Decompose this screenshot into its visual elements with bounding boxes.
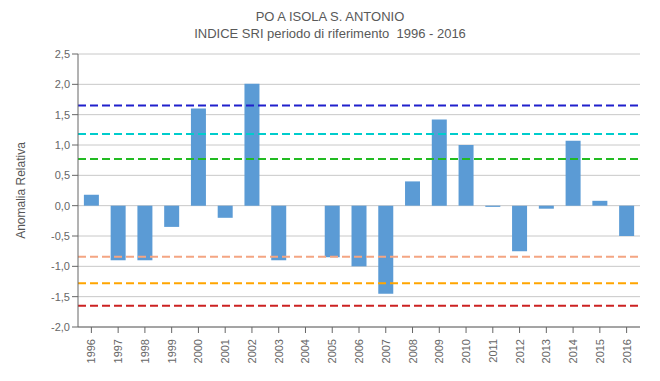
svg-text:2002: 2002 bbox=[246, 339, 258, 363]
svg-text:2016: 2016 bbox=[621, 339, 633, 363]
svg-text:2011: 2011 bbox=[487, 339, 499, 363]
svg-text:2009: 2009 bbox=[433, 339, 445, 363]
html-text:PO A ISOLA S. ANTONIO: PO A ISOLA S. ANTONIO bbox=[255, 9, 405, 24]
svg-text:2007: 2007 bbox=[380, 339, 392, 363]
svg-text:1999: 1999 bbox=[166, 339, 178, 363]
svg-text:2001: 2001 bbox=[219, 339, 231, 363]
svg-text:Anomalia Relativa: Anomalia Relativa bbox=[14, 142, 28, 239]
svg-text:2006: 2006 bbox=[353, 339, 365, 363]
svg-text:2003: 2003 bbox=[273, 339, 285, 363]
svg-text:2012: 2012 bbox=[514, 339, 526, 363]
svg-text:-0,5: -0,5 bbox=[51, 230, 70, 242]
svg-text:2004: 2004 bbox=[299, 339, 311, 363]
svg-text:-1,0: -1,0 bbox=[51, 260, 70, 272]
svg-text:1998: 1998 bbox=[139, 339, 151, 363]
svg-text:2,0: 2,0 bbox=[55, 78, 70, 90]
svg-text:1997: 1997 bbox=[112, 339, 124, 363]
svg-text:2000: 2000 bbox=[192, 339, 204, 363]
svg-text:2013: 2013 bbox=[540, 339, 552, 363]
svg-text:2014: 2014 bbox=[567, 339, 579, 363]
html-text:INDICE SRI periodo di riferime: INDICE SRI periodo di riferimento 1996 -… bbox=[194, 26, 466, 41]
svg-text:2015: 2015 bbox=[594, 339, 606, 363]
svg-text:2008: 2008 bbox=[407, 339, 419, 363]
svg-text:-2,0: -2,0 bbox=[51, 321, 70, 333]
svg-text:1,5: 1,5 bbox=[55, 109, 70, 121]
svg-text:1996: 1996 bbox=[85, 339, 97, 363]
svg-text:0,5: 0,5 bbox=[55, 169, 70, 181]
svg-text:2010: 2010 bbox=[460, 339, 472, 363]
svg-text:2005: 2005 bbox=[326, 339, 338, 363]
svg-text:-1,5: -1,5 bbox=[51, 291, 70, 303]
svg-text:1,0: 1,0 bbox=[55, 139, 70, 151]
svg-text:0,0: 0,0 bbox=[55, 200, 70, 212]
svg-text:2,5: 2,5 bbox=[55, 48, 70, 60]
